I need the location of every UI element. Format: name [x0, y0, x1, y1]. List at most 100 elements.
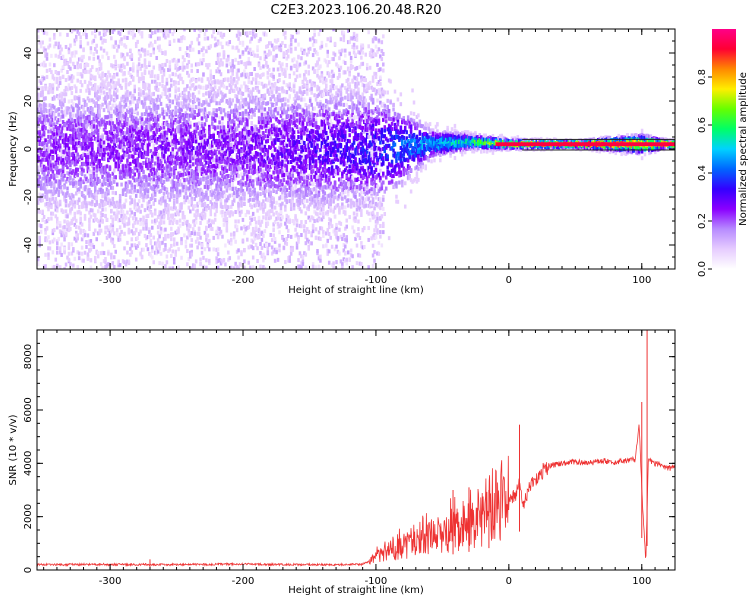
spectrogram-cell [142, 135, 145, 140]
spectrogram-cell [50, 120, 53, 125]
spectrogram-cell [102, 140, 106, 145]
spectrogram-cell [75, 218, 78, 223]
spectrogram-cell [231, 88, 234, 93]
spectrogram-cell [58, 101, 62, 106]
spectrogram-cell [161, 134, 164, 139]
spectrogram-cell [235, 167, 239, 172]
spectrogram-cell [79, 165, 82, 170]
spectrogram-cell [167, 161, 170, 166]
spectrogram-cell [215, 194, 218, 199]
spectrogram-cell [51, 140, 55, 145]
spectrogram-cell [50, 135, 53, 140]
spectrogram-cell [155, 97, 158, 102]
spectrogram-cell [155, 127, 158, 132]
spectrogram-cell [237, 187, 240, 192]
spectrogram-cell [92, 150, 96, 155]
spectrogram-cell [143, 127, 147, 132]
spectrogram-cell [139, 184, 142, 189]
spectrogram-cell [127, 154, 131, 159]
spectrogram-cell [48, 37, 52, 42]
spectrogram-cell [197, 131, 201, 136]
spectrogram-cell [110, 97, 113, 102]
spectrogram-cell [86, 152, 90, 157]
spectrogram-cell [158, 63, 161, 68]
spectrogram-cell [63, 228, 66, 233]
spectrogram-cell [221, 79, 224, 84]
spectrogram-cell [107, 182, 110, 187]
spectrogram-cell [92, 175, 96, 180]
spectrogram-cell [61, 169, 65, 174]
spectrogram-cell [190, 231, 194, 236]
spectrogram-cell [132, 154, 135, 159]
spectrogram-cell [66, 109, 69, 114]
spectrogram-cell [212, 91, 215, 96]
spectrogram-cell [210, 192, 214, 197]
spectrogram-cell [181, 134, 185, 139]
spectrogram-cell [66, 137, 69, 142]
spectrogram-cell [133, 118, 136, 123]
spectrogram-cell [47, 154, 50, 159]
spectrogram-cell [183, 200, 186, 205]
spectrogram-cell [88, 248, 91, 253]
spectrogram-cell [205, 118, 208, 123]
spectrogram-cell [222, 94, 226, 99]
spectrogram-cell [206, 77, 210, 82]
spectrogram-cell [209, 173, 213, 178]
spectrogram-cell [118, 225, 122, 230]
spectrogram-cell [77, 132, 81, 137]
spectrogram-cell [189, 192, 192, 197]
spectrogram-cell [237, 203, 240, 208]
spectrogram-cell [129, 136, 132, 141]
spectrogram-cell [162, 208, 166, 213]
spectrogram-cell [190, 243, 194, 248]
spectrogram-cell [199, 235, 202, 240]
spectrogram-cell [216, 265, 220, 269]
spectrogram-cell [89, 247, 93, 252]
spectrogram-cell [111, 150, 115, 155]
spectrogram-cell [91, 147, 94, 152]
spectrogram-cell [199, 213, 202, 218]
spectrogram-cell [51, 131, 55, 136]
spectrogram-cell [174, 80, 177, 85]
spectrogram-cell [124, 92, 128, 97]
spectrogram-cell [149, 96, 153, 101]
spectrogram-cell [105, 76, 109, 81]
spectrogram-cell [108, 134, 112, 139]
spectrogram-cell [57, 189, 60, 194]
spectrogram-cell [76, 78, 79, 83]
spectrogram-cell [174, 59, 177, 64]
spectrogram-cell [92, 195, 96, 200]
spectrogram-cell [215, 165, 218, 170]
spectrogram-cell [224, 194, 227, 199]
spectrogram-cell [148, 112, 151, 117]
spectrogram-cell [149, 204, 153, 209]
spectrogram-cell [107, 191, 110, 196]
spectrogram-cell [107, 189, 110, 194]
spectrogram-cell [158, 246, 161, 251]
spectrogram-cell [76, 265, 79, 269]
spectrogram-cell [45, 219, 49, 224]
spectrogram-cell [67, 109, 71, 114]
spectrogram-cell [174, 131, 177, 136]
spectrogram-cell [76, 65, 79, 70]
spectrogram-cell [115, 155, 119, 160]
spectrogram-cell [178, 192, 182, 197]
spectrogram-cell [153, 138, 157, 143]
spectrogram-cell [237, 192, 240, 197]
spectrogram-cell [67, 146, 71, 151]
spectrogram-cell [237, 248, 240, 253]
spectrogram-cell [203, 32, 207, 37]
spectrogram-cell [72, 194, 75, 199]
spectrogram-cell [200, 135, 204, 140]
spectrogram-cell [161, 199, 164, 204]
spectrogram-cell [181, 55, 185, 60]
spectrogram-cell [183, 90, 186, 95]
spectrogram-cell [39, 107, 43, 112]
spectrogram-cell [228, 166, 232, 171]
spectrogram-cell [167, 106, 170, 111]
spectrogram-cell [82, 258, 85, 263]
spectrogram-cell [183, 96, 186, 101]
spectrogram-cell [193, 188, 196, 193]
spectrogram-cell [120, 129, 123, 134]
spectrogram-cell [45, 151, 49, 156]
